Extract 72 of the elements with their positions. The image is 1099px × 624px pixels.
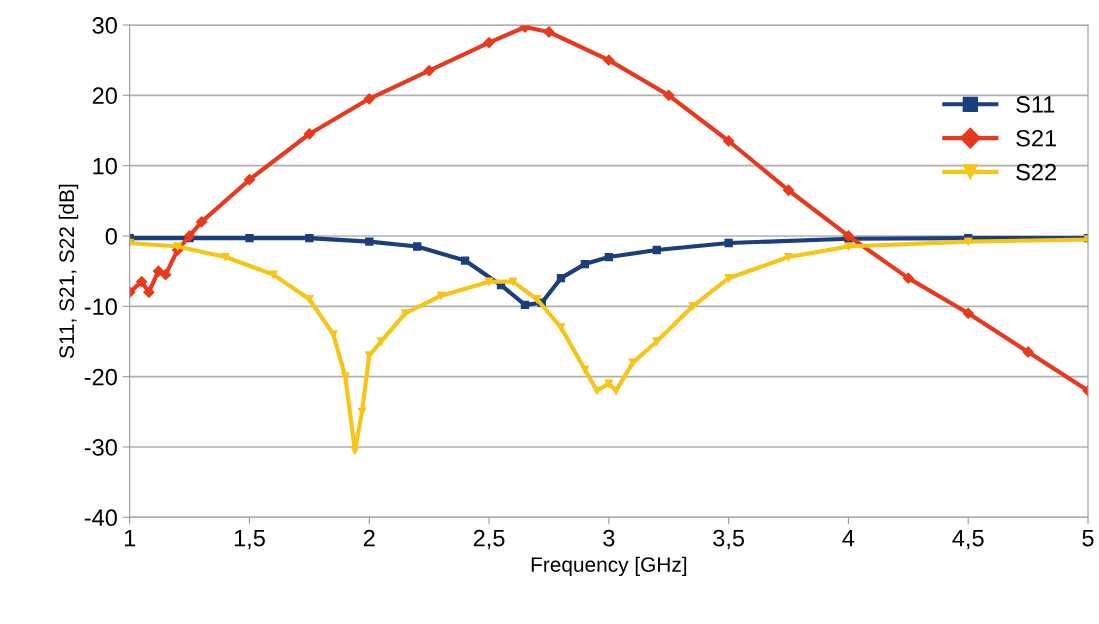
point [245, 233, 254, 243]
point [143, 286, 155, 298]
y-tick-label: 0 [105, 228, 117, 245]
point [842, 230, 855, 242]
y-tick-label: 20 [92, 87, 117, 105]
legend-label: S11 [1016, 96, 1055, 113]
point [628, 358, 637, 367]
point [423, 65, 435, 77]
point [329, 330, 338, 339]
point [303, 128, 315, 140]
x-tick-label: 2 [363, 529, 375, 547]
point [483, 36, 495, 49]
point [269, 270, 278, 279]
point [652, 337, 661, 346]
point [724, 238, 733, 248]
legend-label: S21 [1016, 129, 1057, 147]
point [365, 237, 374, 246]
point [152, 265, 165, 277]
point [604, 379, 614, 388]
point [413, 242, 422, 251]
point [964, 237, 973, 246]
point [357, 407, 367, 416]
x-tick-label: 3,5 [713, 529, 745, 550]
point [784, 252, 793, 262]
point [592, 386, 602, 395]
point [160, 269, 172, 281]
point [508, 277, 518, 286]
y-tick-label: -30 [84, 439, 117, 456]
x-tick-label: 2,5 [473, 529, 505, 550]
point [195, 216, 208, 228]
point [844, 242, 853, 251]
point [580, 259, 590, 269]
point [962, 307, 974, 319]
point [652, 245, 661, 255]
y-tick-label: 10 [93, 157, 117, 175]
point [243, 174, 256, 186]
x-tick-label: 1 [124, 529, 136, 547]
point [460, 256, 470, 265]
x-tick-label: 5 [1082, 529, 1094, 547]
point [604, 252, 614, 262]
legend-label: S22 [1016, 163, 1056, 181]
point [484, 277, 494, 286]
x-tick-label: 4,5 [952, 529, 984, 550]
point [136, 276, 148, 288]
point [1022, 346, 1034, 358]
x-tick-label: 3 [603, 529, 615, 547]
y-axis-title: S11, S21, S22 [dB] [58, 184, 79, 359]
point [363, 93, 375, 105]
point [723, 135, 735, 147]
point [520, 300, 530, 310]
point [173, 242, 182, 251]
y-tick-label: -20 [84, 368, 117, 386]
point [436, 291, 446, 300]
point [902, 272, 914, 284]
point [401, 309, 410, 318]
point [556, 323, 566, 332]
x-axis-title: Frequency [GHz] [531, 556, 687, 577]
y-tick-label: 30 [92, 17, 117, 34]
point [350, 446, 360, 455]
x-tick-label: 1,5 [234, 529, 265, 550]
point [724, 273, 733, 283]
x-tick-label: 4 [842, 529, 855, 547]
point [556, 273, 566, 283]
y-tick-label: -10 [84, 298, 117, 316]
y-tick-label: -40 [84, 509, 117, 527]
point [663, 89, 675, 101]
point [221, 252, 230, 262]
point [377, 337, 386, 346]
point [305, 233, 314, 243]
point [782, 184, 795, 196]
point [603, 54, 615, 66]
point [580, 365, 590, 374]
